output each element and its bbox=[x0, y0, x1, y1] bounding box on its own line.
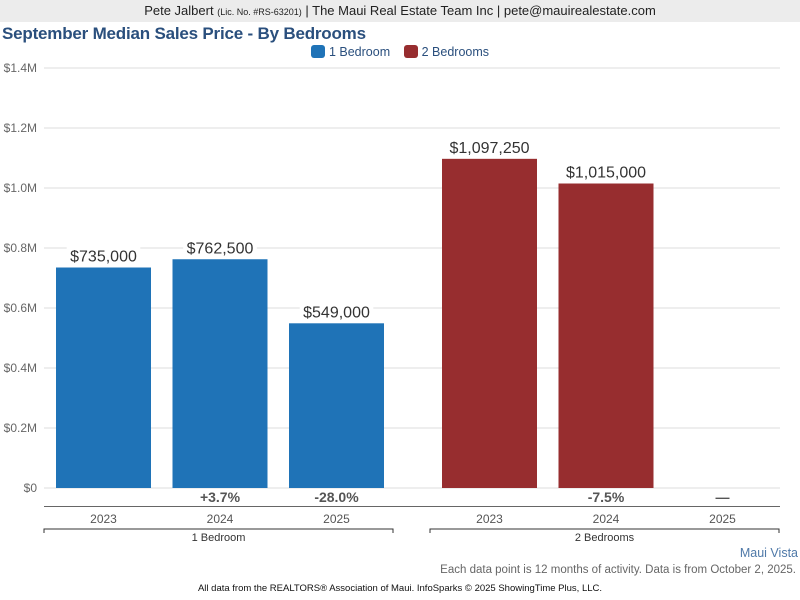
legend-item-1-bedroom[interactable]: 1 Bedroom bbox=[310, 45, 391, 59]
area-link-maui-vista[interactable]: Maui Vista bbox=[739, 546, 798, 560]
company-name: The Maui Real Estate Team Inc bbox=[312, 3, 494, 18]
data-label-bg bbox=[443, 137, 536, 156]
x-tick-label: 2023 bbox=[476, 512, 503, 526]
agent-name: Pete Jalbert bbox=[144, 3, 214, 18]
agent-email[interactable]: pete@mauirealestate.com bbox=[503, 3, 656, 18]
group-label: 1 Bedroom bbox=[192, 532, 246, 544]
data-label: $762,500 bbox=[187, 240, 254, 257]
y-tick-label: $1.2M bbox=[4, 121, 37, 135]
group-bracket bbox=[429, 528, 780, 533]
bar[interactable] bbox=[56, 267, 151, 489]
y-tick-label: $0 bbox=[24, 481, 38, 495]
data-note: Each data point is 12 months of activity… bbox=[440, 564, 796, 576]
data-label: $1,097,250 bbox=[449, 140, 529, 157]
legend-label: 2 Bedrooms bbox=[421, 45, 490, 59]
separator: | bbox=[493, 3, 504, 18]
change-label: -7.5% bbox=[588, 489, 625, 505]
data-label: $1,015,000 bbox=[566, 165, 646, 182]
license-number: (Lic. No. #RS-63201) bbox=[217, 7, 302, 17]
data-credit: All data from the REALTORS® Association … bbox=[197, 583, 603, 594]
x-tick-label: 2025 bbox=[709, 512, 736, 526]
chart-legend: 1 Bedroom 2 Bedrooms bbox=[0, 45, 800, 59]
y-tick-label: $1.0M bbox=[4, 181, 37, 195]
change-label: +3.7% bbox=[200, 489, 241, 505]
bar[interactable] bbox=[289, 323, 384, 488]
x-tick-label: 2024 bbox=[207, 512, 234, 526]
data-label-bg bbox=[183, 238, 257, 257]
data-label-bg bbox=[560, 162, 652, 181]
group-bracket bbox=[43, 528, 394, 533]
change-label: -28.0% bbox=[314, 489, 359, 505]
y-tick-label: $0.4M bbox=[4, 361, 37, 375]
x-tick-label: 2023 bbox=[90, 512, 117, 526]
legend-label: 1 Bedroom bbox=[328, 45, 391, 59]
bar[interactable] bbox=[558, 183, 654, 489]
y-tick-label: $0.8M bbox=[4, 241, 37, 255]
legend-item-2-bedrooms[interactable]: 2 Bedrooms bbox=[403, 45, 490, 59]
chart-title: September Median Sales Price - By Bedroo… bbox=[2, 24, 366, 43]
bar[interactable] bbox=[172, 259, 268, 488]
bar[interactable] bbox=[442, 158, 537, 488]
data-label: $549,000 bbox=[303, 304, 370, 321]
legend-swatch-1-bedroom bbox=[310, 45, 325, 58]
data-label-bg bbox=[66, 246, 141, 265]
x-tick-label: 2024 bbox=[593, 512, 620, 526]
separator: | bbox=[301, 3, 313, 18]
legend-swatch-2-bedrooms bbox=[403, 45, 418, 58]
data-label: $735,000 bbox=[70, 249, 137, 266]
y-tick-label: $1.4M bbox=[4, 61, 37, 75]
change-label: — bbox=[716, 489, 730, 505]
agent-header-bar: Pete Jalbert (Lic. No. #RS-63201) | The … bbox=[0, 0, 800, 22]
y-tick-label: $0.6M bbox=[4, 301, 37, 315]
data-label-bg bbox=[299, 302, 374, 321]
x-tick-label: 2025 bbox=[323, 512, 350, 526]
y-tick-label: $0.2M bbox=[4, 421, 37, 435]
group-label: 2 Bedrooms bbox=[575, 532, 635, 544]
